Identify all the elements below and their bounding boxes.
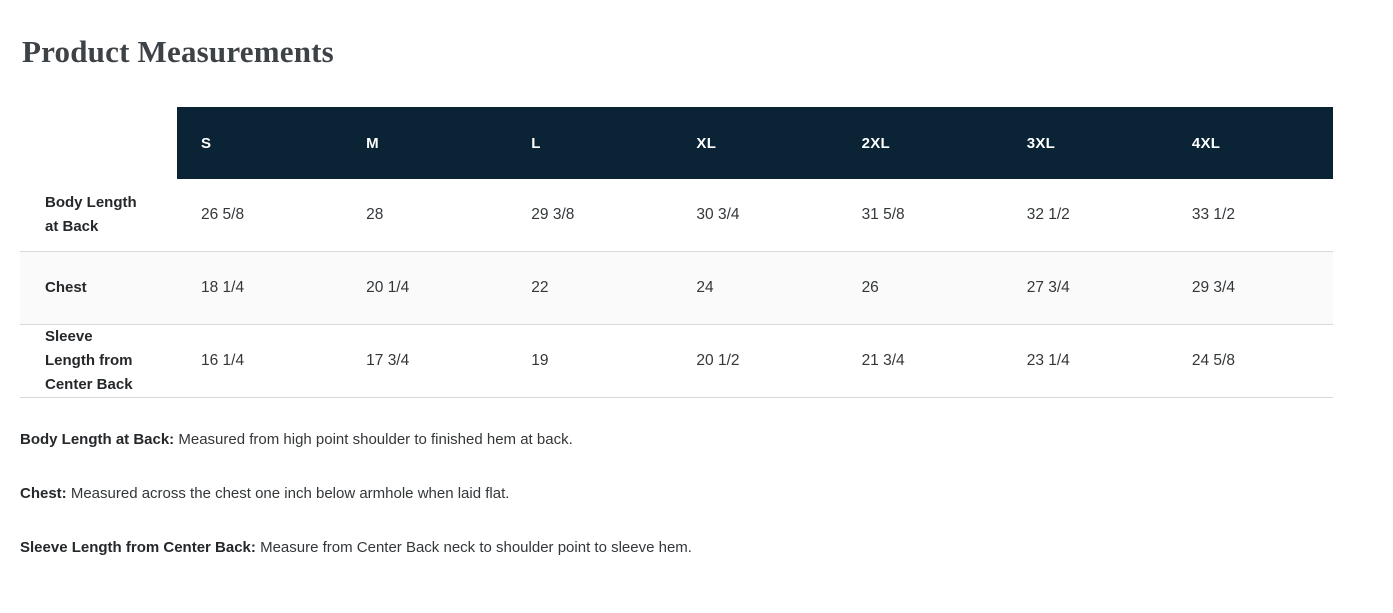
table-header-row: S M L XL 2XL 3XL 4XL [20, 107, 1333, 179]
measurement-value: 17 3/4 [366, 352, 410, 369]
product-measurements-page: Product Measurements S M L XL 2XL 3XL 4X… [20, 34, 1393, 559]
footnote-term: Chest: [20, 485, 67, 502]
measurement-value: 30 3/4 [696, 206, 740, 223]
footnote-sleeve-length: Sleeve Length from Center Back: Measure … [20, 537, 1393, 559]
row-label-chest: Chest [45, 279, 87, 296]
measurement-value: 27 3/4 [1026, 279, 1070, 296]
measurement-value: 21 3/4 [861, 352, 905, 369]
footnote-text: Measure from Center Back neck to shoulde… [255, 539, 692, 556]
row-label-sleeve-length: Sleeve Length from Center Back [45, 328, 133, 393]
footnote-term: Sleeve Length from Center Back: [20, 539, 256, 556]
footnote-body-length: Body Length at Back: Measured from high … [20, 429, 1393, 451]
size-header-3xl: 3XL [1002, 107, 1168, 179]
size-header-m: M [342, 107, 508, 179]
table-row-sleeve-length: Sleeve Length from Center Back 16 1/4 17… [20, 325, 1333, 398]
measurement-value: 32 1/2 [1026, 206, 1070, 223]
measurement-value: 26 5/8 [201, 206, 245, 223]
measurement-value: 31 5/8 [861, 206, 905, 223]
measurement-value: 29 3/4 [1191, 279, 1235, 296]
size-header-l: L [507, 107, 673, 179]
measurement-footnotes: Body Length at Back: Measured from high … [20, 429, 1393, 559]
page-title: Product Measurements [22, 34, 334, 69]
measurement-value: 20 1/4 [366, 279, 410, 296]
footnote-text: Measured from high point shoulder to fin… [174, 431, 573, 448]
row-label-body-length: Body Length at Back [45, 194, 137, 235]
measurement-value: 24 5/8 [1191, 352, 1235, 369]
table-row-body-length: Body Length at Back 26 5/8 28 29 3/8 30 … [20, 179, 1333, 252]
size-header-2xl: 2XL [837, 107, 1003, 179]
measurement-value: 29 3/8 [531, 206, 575, 223]
measurement-value: 16 1/4 [201, 352, 245, 369]
footnote-text: Measured across the chest one inch below… [66, 485, 510, 502]
measurement-value: 22 [531, 279, 549, 296]
measurement-value: 23 1/4 [1026, 352, 1070, 369]
size-header-s: S [177, 107, 343, 179]
measurement-value: 20 1/2 [696, 352, 740, 369]
measurement-value: 18 1/4 [201, 279, 245, 296]
table-corner-cell [20, 107, 177, 179]
measurement-value: 26 [861, 279, 879, 296]
measurement-value: 28 [366, 206, 384, 223]
size-header-4xl: 4XL [1167, 107, 1333, 179]
measurement-value: 33 1/2 [1191, 206, 1235, 223]
table-row-chest: Chest 18 1/4 20 1/4 22 24 26 27 3/4 29 3… [20, 252, 1333, 325]
measurements-table: S M L XL 2XL 3XL 4XL Body Length at Back… [20, 107, 1333, 398]
size-header-xl: XL [672, 107, 838, 179]
measurement-value: 24 [696, 279, 714, 296]
measurement-value: 19 [531, 352, 549, 369]
footnote-chest: Chest: Measured across the chest one inc… [20, 483, 1393, 505]
footnote-term: Body Length at Back: [20, 431, 175, 448]
